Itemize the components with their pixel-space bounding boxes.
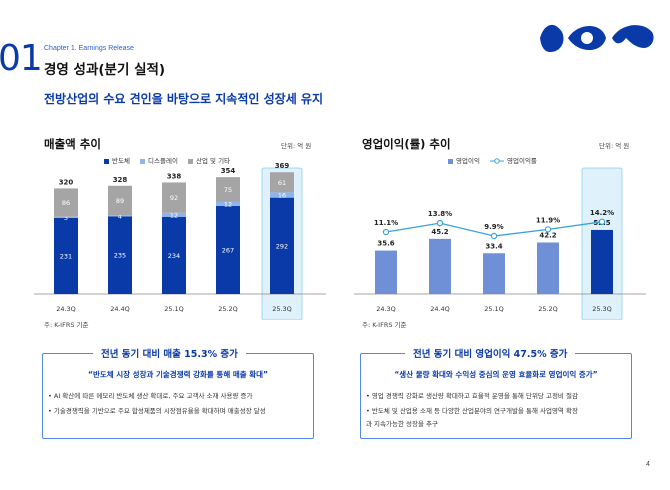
revenue-unit: 단위: 억 원	[281, 142, 312, 150]
bar-segment-semiconductor	[108, 216, 132, 294]
legend-label: 영업이익	[456, 157, 480, 165]
page-subtitle: 전방산업의 수요 견인을 바탕으로 지속적인 성장세 유지	[44, 92, 323, 106]
legend-label: 영업이익률	[507, 157, 537, 165]
bar-segment-semiconductor	[162, 216, 186, 294]
op-margin-label: 13.8%	[428, 210, 452, 218]
bar-segment-semiconductor	[216, 205, 240, 294]
legend-item-semiconductor: 반도체	[104, 157, 130, 165]
op-income-bullet: 과 지속가능한 성장을 추구	[366, 420, 438, 428]
page-title: 경영 성과(분기 실적)	[44, 62, 166, 78]
revenue-bullet: • 기술경쟁력을 기반으로 주요 합성제품의 시장점유율을 확대하며 매출성장 …	[48, 407, 266, 415]
x-tick-label: 24.4Q	[430, 305, 450, 313]
bar-segment-industrial	[270, 172, 294, 193]
op-margin-point	[436, 219, 444, 227]
legend-label: 디스플레이	[148, 157, 178, 165]
op-margin-point	[382, 228, 390, 236]
op-margin-point	[544, 226, 552, 233]
legend-item-op-margin: 영업이익률	[490, 157, 537, 165]
data-label: 235	[114, 252, 126, 260]
revenue-summary-quote: “반도체 시장 성장과 기술경쟁력 강화를 통해 매출 확대”	[88, 370, 268, 379]
legend-label: 반도체	[112, 157, 130, 165]
op-income-bar	[375, 250, 397, 294]
op-margin-label: 9.9%	[484, 223, 503, 231]
data-label: 3	[64, 214, 68, 222]
revenue-chart: 231 3 86 320 24.3Q 235 4 89 328 24.4Q 234 12 92 338 25…	[34, 162, 326, 320]
bar-segment-industrial	[162, 182, 186, 213]
op-income-summary-quote: “생산 물량 확대와 수익성 중심의 운영 효율화로 영업이익 증가”	[394, 370, 598, 379]
op-income-bar	[429, 238, 451, 294]
data-label: 12	[170, 211, 178, 219]
op-income-bar	[537, 242, 559, 294]
total-label: 354	[221, 167, 236, 175]
op-margin-point	[490, 232, 498, 240]
op-income-label: 45.2	[431, 228, 448, 236]
x-tick-label: 25.3Q	[272, 305, 292, 313]
op-margin-label: 11.9%	[536, 216, 560, 224]
op-income-bullet: • 반도체 및 산업용 소재 등 다양한 산업분야의 연구개발을 통해 사업영역…	[366, 407, 578, 415]
revenue-legend: 반도체 디스플레이 산업 및 기타	[104, 155, 238, 165]
data-label: 12	[224, 200, 232, 208]
op-income-label: 35.6	[377, 240, 394, 248]
x-tick-label: 25.1Q	[164, 305, 184, 313]
op-income-bullet: • 영업 경쟁력 강화로 생산량 확대하고 효율적 운영을 통해 단위당 고정비…	[366, 392, 578, 400]
revenue-summary-title: 전년 동기 대비 매출 15.3% 증가	[93, 346, 246, 360]
bar-segment-display	[162, 212, 186, 217]
total-label: 338	[167, 172, 182, 180]
data-label: 231	[60, 252, 72, 260]
x-tick-label: 24.3Q	[376, 305, 396, 313]
op-income-label: 42.2	[539, 232, 556, 240]
bar-segment-semiconductor	[270, 197, 294, 294]
bar-segment-semiconductor	[54, 217, 78, 294]
legend-item-op-income: 영업이익	[448, 157, 480, 165]
op-margin-point	[598, 218, 606, 226]
bar-segment-display	[216, 201, 240, 206]
x-tick-label: 25.2Q	[538, 305, 558, 313]
op-income-summary-title: 전년 동기 대비 영업이익 47.5% 증가	[405, 346, 576, 360]
total-label: 369	[275, 162, 290, 170]
bar-segment-industrial	[216, 177, 240, 202]
op-margin-label: 14.2%	[590, 209, 614, 217]
data-label: 86	[62, 199, 70, 207]
legend-item-industrial: 산업 및 기타	[188, 157, 230, 165]
data-label: 292	[276, 242, 288, 250]
bar-segment-display	[108, 215, 132, 217]
op-income-bar	[483, 253, 505, 294]
bar-segment-display	[270, 192, 294, 198]
bar-segment-industrial	[54, 188, 78, 217]
op-income-unit: 단위: 억 원	[599, 142, 630, 150]
company-logo	[540, 24, 654, 52]
x-tick-label: 25.2Q	[218, 305, 238, 313]
revenue-chart-title: 매출액 추이	[44, 137, 101, 151]
x-tick-label: 24.3Q	[56, 305, 76, 313]
legend-label: 산업 및 기타	[196, 157, 231, 165]
data-label: 92	[170, 194, 178, 202]
revenue-footnote: 주: K-IFRS 기준	[44, 321, 89, 329]
data-label: 267	[222, 246, 234, 254]
data-label: 61	[278, 179, 286, 187]
op-income-legend: 영업이익 영업이익률	[448, 155, 545, 165]
data-label: 16	[278, 192, 286, 200]
revenue-bullet: • AI 확산에 따른 메모리 반도체 생산 확대로, 주요 고객사 소재 사용…	[48, 392, 253, 400]
bar-segment-display	[54, 216, 78, 218]
data-label: 75	[224, 186, 232, 194]
total-label: 320	[59, 178, 74, 186]
chapter-label: Chapter 1. Earnings Release	[44, 45, 134, 52]
total-label: 328	[113, 176, 128, 184]
x-tick-label: 25.1Q	[484, 305, 504, 313]
op-income-chart-title: 영업이익(률) 추이	[362, 137, 451, 151]
op-income-bar	[591, 229, 613, 294]
legend-item-display: 디스플레이	[140, 157, 178, 165]
bar-segment-industrial	[108, 185, 132, 216]
x-tick-label: 25.3Q	[592, 305, 612, 313]
data-label: 234	[168, 252, 180, 260]
x-tick-label: 24.4Q	[110, 305, 130, 313]
op-income-footnote: 주: K-IFRS 기준	[362, 321, 407, 329]
op-margin-label: 11.1%	[374, 219, 398, 227]
data-label: 89	[116, 197, 124, 205]
section-number: 01	[0, 38, 43, 79]
page-number: 4	[646, 461, 650, 468]
op-income-label: 33.4	[485, 242, 502, 250]
op-income-chart: 35.624.3Q45.224.4Q33.425.1Q42.225.2Q52.5…	[354, 167, 646, 320]
data-label: 4	[118, 212, 122, 220]
